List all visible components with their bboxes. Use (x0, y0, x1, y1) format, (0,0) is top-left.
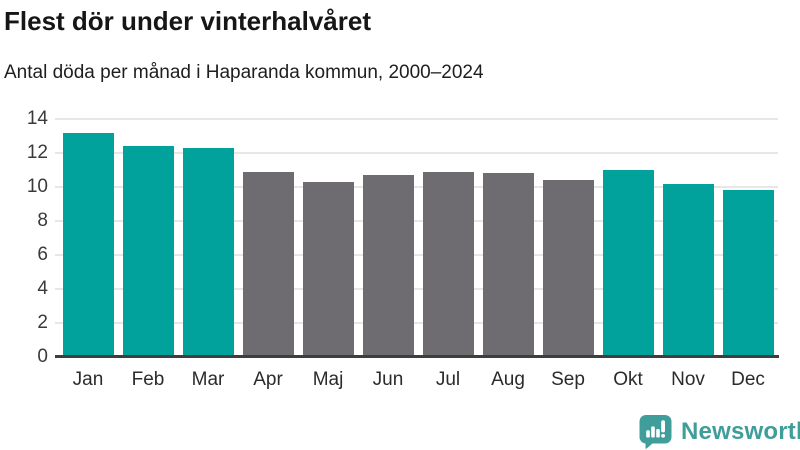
newsworthy-logo-text: Newsworthy (681, 418, 800, 445)
newsworthy-logo-icon (639, 415, 672, 449)
x-tick-label-okt: Okt (613, 369, 643, 390)
y-tick-label-6: 6 (37, 244, 48, 265)
y-axis-labels: 0 2 4 6 8 10 12 14 (0, 108, 48, 367)
chart-subtitle: Antal döda per månad i Haparanda kommun,… (4, 62, 484, 83)
y-tick-label-4: 4 (37, 278, 48, 299)
bar-mar (182, 147, 234, 357)
bar-sep (542, 180, 594, 357)
x-tick-label-jun: Jun (372, 369, 404, 390)
chart-title: Flest dör under vinterhalvåret (4, 6, 371, 36)
bar-okt (602, 170, 654, 357)
x-axis-line (55, 355, 779, 358)
bar-jun (362, 175, 414, 357)
x-tick-label-apr: Apr (253, 369, 283, 390)
x-tick-label-sep: Sep (551, 369, 585, 390)
gridline-6 (55, 254, 778, 256)
y-tick-label-14: 14 (26, 108, 48, 129)
x-tick-label-maj: Maj (312, 369, 344, 390)
x-tick-label-dec: Dec (731, 369, 765, 390)
bar-jan (62, 132, 114, 357)
y-tick-label-12: 12 (26, 142, 48, 163)
bar-aug (482, 173, 534, 357)
gridline-2 (55, 322, 778, 324)
x-axis-labels: Jan Feb Mar Apr Maj Jun Jul Aug Sep Okt Nov Dec (58, 368, 778, 394)
gridline-8 (55, 220, 778, 222)
bar-maj (302, 181, 354, 357)
x-tick-label-mar: Mar (191, 369, 225, 390)
x-tick-label-nov: Nov (671, 369, 705, 390)
gridline-14 (55, 118, 778, 120)
y-tick-label-8: 8 (37, 210, 48, 231)
y-tick-label-0: 0 (37, 346, 48, 367)
x-tick-label-jan: Jan (72, 369, 104, 390)
gridline-10 (55, 186, 778, 188)
gridline-12 (55, 152, 778, 154)
y-tick-label-10: 10 (26, 176, 48, 197)
bar-feb (122, 146, 174, 357)
gridline-4 (55, 288, 778, 290)
newsworthy-branding: Newsworthy (638, 414, 800, 450)
plot-area (55, 118, 778, 357)
bar-dec (722, 190, 774, 357)
x-tick-label-jul: Jul (435, 369, 461, 390)
bar-nov (662, 183, 714, 357)
y-tick-label-2: 2 (37, 312, 48, 333)
bar-jul (422, 171, 474, 357)
bar-apr (242, 171, 294, 357)
x-tick-label-feb: Feb (131, 369, 165, 390)
x-tick-label-aug: Aug (491, 369, 525, 390)
